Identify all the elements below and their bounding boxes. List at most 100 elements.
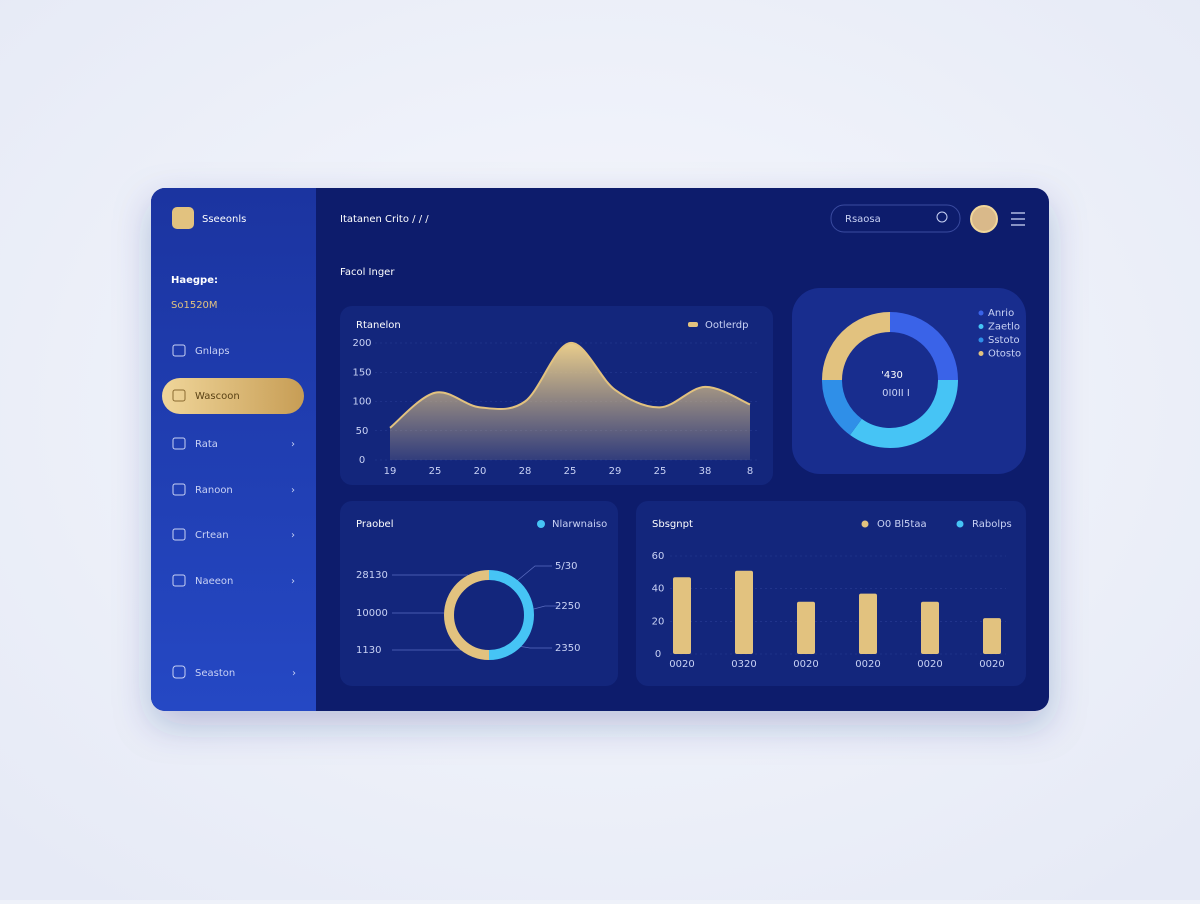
active-menu-pill[interactable] <box>162 378 304 414</box>
menu-icon <box>172 528 186 541</box>
legend-label: Ootlerdp <box>705 320 748 331</box>
y-tick-label: 50 <box>356 426 369 437</box>
menu-icon <box>172 344 186 357</box>
y-tick-label: 100 <box>352 397 371 408</box>
balance: So1520M <box>171 300 218 311</box>
x-tick-label: 38 <box>699 466 712 477</box>
center-label: 0I0II I <box>882 388 910 399</box>
y-tick-label: 40 <box>652 584 665 595</box>
search-icon <box>936 211 948 223</box>
legend-label: Zaetlo <box>988 322 1020 333</box>
x-tick-label: 0020 <box>917 659 942 670</box>
menu-icon[interactable] <box>1011 212 1025 226</box>
menu-icon <box>172 483 186 496</box>
panel-title: Sbsgnpt <box>652 519 693 530</box>
legend-label: Otosto <box>988 349 1021 360</box>
chevron: › <box>292 668 296 679</box>
menu-icon <box>172 437 186 450</box>
legend-swatch <box>956 520 964 528</box>
panel <box>340 501 618 686</box>
x-tick-label: 29 <box>609 466 622 477</box>
donut-segment <box>822 312 891 381</box>
breadcrumb: Itatanen Crito / / / <box>340 214 429 225</box>
y-tick-label: 0 <box>359 455 365 466</box>
footer-item[interactable]: Seaston <box>195 668 235 679</box>
y-tick-label: 60 <box>652 551 665 562</box>
legend-swatch <box>978 337 984 343</box>
avatar[interactable] <box>970 205 998 233</box>
legend-label: Rabolps <box>972 519 1012 530</box>
menu-icon <box>172 389 186 402</box>
area <box>390 342 750 460</box>
x-tick-label: 25 <box>429 466 442 477</box>
legend-label: Anrio <box>988 308 1014 319</box>
bar <box>859 593 877 654</box>
x-tick-label: 20 <box>474 466 487 477</box>
legend-label: O0 Bl5taa <box>877 519 927 530</box>
icon <box>172 665 186 679</box>
x-tick-label: 19 <box>384 466 397 477</box>
bar <box>983 618 1001 654</box>
bar <box>921 601 939 654</box>
x-tick-label: 0020 <box>855 659 880 670</box>
brand: Sseeonls <box>202 214 246 225</box>
ring-label: 28130 <box>356 570 388 581</box>
ring-label: 1130 <box>356 645 381 656</box>
donut-segment <box>889 312 958 381</box>
donut-segment <box>822 379 863 436</box>
panel-title: Praobel <box>356 519 394 530</box>
menu-item[interactable]: Ranoon <box>195 485 233 496</box>
connectors <box>392 565 560 651</box>
legend-label: Sstoto <box>988 335 1020 346</box>
x-tick-label: 0020 <box>979 659 1004 670</box>
center-value: '430 <box>881 370 903 381</box>
section-title: Facol Inger <box>340 267 395 278</box>
legend-swatch <box>861 520 869 528</box>
logo <box>172 207 194 229</box>
chevron: › <box>291 485 295 496</box>
donut-segment <box>850 379 958 448</box>
balance-label: Haegpe: <box>171 275 218 286</box>
ring-label: 2350 <box>555 643 580 654</box>
x-tick-label: 25 <box>564 466 577 477</box>
menu-item[interactable]: Crtean <box>195 530 229 541</box>
panel-title: Rtanelon <box>356 320 401 331</box>
y-tick-label: 200 <box>352 338 371 349</box>
y-tick-label: 150 <box>352 367 371 378</box>
x-tick-label: 0320 <box>731 659 756 670</box>
chevron: › <box>291 530 295 541</box>
ring-label: 5/30 <box>555 561 577 572</box>
bar <box>797 601 815 654</box>
legend-swatch <box>978 351 984 356</box>
x-tick-label: 25 <box>654 466 667 477</box>
ring-label: 10000 <box>356 608 388 619</box>
y-tick-label: 20 <box>652 616 665 627</box>
y-tick-label: 0 <box>655 649 661 660</box>
search-placeholder: Rsaosa <box>845 214 881 225</box>
legend-swatch <box>978 310 984 316</box>
legend-label: Nlarwnaiso <box>552 519 607 530</box>
menu-icon <box>172 574 186 587</box>
chevron: › <box>291 576 295 587</box>
menu-item[interactable]: Gnlaps <box>195 346 230 357</box>
x-tick-label: 8 <box>747 466 753 477</box>
donut-segment <box>444 570 490 660</box>
menu-item[interactable]: Wascoon <box>195 391 240 402</box>
x-tick-label: 28 <box>519 466 532 477</box>
donut-segment <box>488 570 534 660</box>
menu-item[interactable]: Naeeon <box>195 576 233 587</box>
ring-label: 2250 <box>555 601 580 612</box>
menu-item[interactable]: Rata <box>195 439 218 450</box>
search-box[interactable] <box>830 204 961 233</box>
bar <box>735 570 753 654</box>
chevron: › <box>291 439 295 450</box>
area-line <box>389 342 751 429</box>
legend-swatch <box>537 520 545 528</box>
legend-swatch <box>688 322 698 327</box>
x-tick-label: 0020 <box>793 659 818 670</box>
bar <box>673 577 691 654</box>
x-tick-label: 0020 <box>669 659 694 670</box>
legend-swatch <box>978 324 984 329</box>
